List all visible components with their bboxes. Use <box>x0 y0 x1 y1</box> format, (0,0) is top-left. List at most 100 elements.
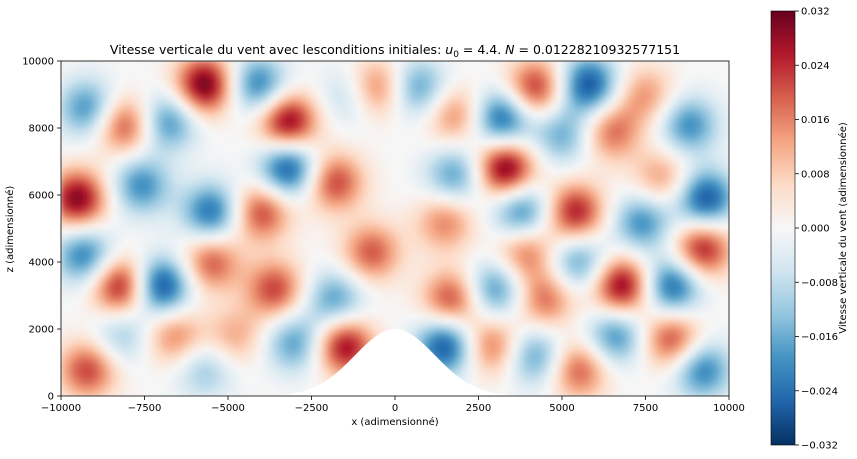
field-cell <box>83 278 90 285</box>
field-cell <box>322 306 329 313</box>
field-cell <box>61 111 68 118</box>
field-cell <box>261 211 268 218</box>
field-cell <box>111 206 118 213</box>
field-cell <box>138 289 146 297</box>
field-cell <box>333 284 340 291</box>
field-cell <box>111 267 118 274</box>
field-cell <box>183 289 190 297</box>
field-cell <box>116 222 123 230</box>
field-cell <box>289 172 296 179</box>
field-cell <box>194 77 201 84</box>
field-cell <box>177 228 185 235</box>
field-cell <box>511 161 519 168</box>
field-cell <box>278 128 285 135</box>
field-cell <box>278 239 285 246</box>
field-cell <box>361 172 368 179</box>
field-cell <box>317 317 324 325</box>
field-cell <box>88 167 95 174</box>
field-cell <box>461 234 468 241</box>
field-cell <box>155 122 162 129</box>
field-cell <box>211 245 218 252</box>
field-cell <box>183 362 190 369</box>
field-cell <box>406 295 413 302</box>
field-cell <box>244 133 251 140</box>
field-cell <box>311 250 318 258</box>
field-cell <box>461 345 468 352</box>
field-cell <box>116 88 123 96</box>
field-cell <box>333 228 340 235</box>
field-cell <box>294 77 301 84</box>
field-cell <box>155 312 162 319</box>
field-cell <box>300 239 307 246</box>
field-cell <box>205 334 212 341</box>
field-cell <box>127 329 134 336</box>
field-cell <box>433 234 441 241</box>
field-cell <box>233 345 240 352</box>
field-cell <box>456 356 463 364</box>
field-cell <box>278 139 285 146</box>
field-cell <box>183 368 190 375</box>
field-cell <box>205 144 212 151</box>
field-cell <box>300 77 307 84</box>
field-cell <box>189 77 196 84</box>
field-cell <box>472 340 480 347</box>
field-cell <box>517 139 524 146</box>
field-cell <box>472 189 480 196</box>
field-cell <box>222 278 229 285</box>
field-cell <box>239 312 246 319</box>
field-cell <box>189 61 196 68</box>
field-cell <box>339 72 346 79</box>
field-cell <box>200 273 207 280</box>
field-cell <box>255 334 262 341</box>
field-cell <box>144 384 151 392</box>
field-cell <box>433 172 441 179</box>
field-cell <box>495 289 502 297</box>
field-cell <box>278 116 285 124</box>
field-cell <box>406 100 413 107</box>
field-cell <box>166 128 173 135</box>
field-cell <box>83 122 90 129</box>
field-cell <box>333 323 340 330</box>
field-cell <box>283 234 290 241</box>
field-cell <box>266 228 274 235</box>
field-cell <box>300 100 307 107</box>
field-cell <box>72 284 79 291</box>
field-cell <box>127 384 134 392</box>
field-cell <box>450 351 457 358</box>
field-cell <box>433 66 441 73</box>
field-cell <box>116 368 123 375</box>
field-cell <box>411 239 418 246</box>
field-cell <box>200 139 207 146</box>
field-cell <box>116 172 123 179</box>
field-cell <box>367 77 374 84</box>
field-cell <box>216 206 224 213</box>
field-cell <box>289 273 296 280</box>
field-cell <box>222 368 229 375</box>
field-cell <box>222 239 229 246</box>
field-cell <box>311 211 318 218</box>
field-cell <box>233 133 240 140</box>
field-cell <box>194 139 201 146</box>
field-cell <box>428 295 435 302</box>
field-cell <box>344 200 352 207</box>
field-cell <box>155 356 162 364</box>
field-cell <box>211 384 218 392</box>
field-cell <box>478 373 485 380</box>
field-cell <box>506 351 513 358</box>
field-cell <box>395 200 402 207</box>
field-cell <box>150 273 157 280</box>
field-cell <box>317 144 324 151</box>
field-cell <box>250 384 257 392</box>
field-cell <box>294 345 301 352</box>
field-cell <box>189 155 196 163</box>
field-cell <box>77 167 84 174</box>
field-cell <box>322 200 329 207</box>
field-cell <box>172 356 179 364</box>
field-cell <box>127 234 134 241</box>
field-cell <box>406 195 413 202</box>
field-cell <box>166 373 173 380</box>
field-cell <box>517 295 524 302</box>
field-cell <box>428 88 435 96</box>
field-cell <box>506 368 513 375</box>
field-cell <box>450 116 457 124</box>
